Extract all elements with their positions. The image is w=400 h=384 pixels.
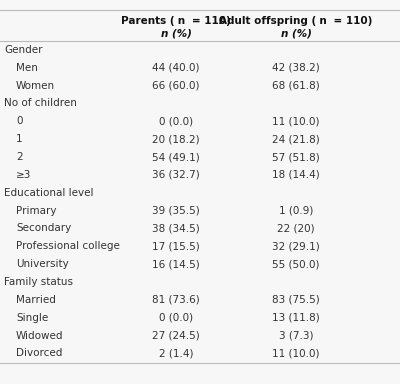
- Text: Family status: Family status: [4, 277, 73, 287]
- Text: 17 (15.5): 17 (15.5): [152, 241, 200, 252]
- Text: 39 (35.5): 39 (35.5): [152, 205, 200, 216]
- Text: Adult offspring (  n   = 110): Adult offspring ( n = 110): [219, 16, 373, 26]
- Text: 16 (14.5): 16 (14.5): [152, 259, 200, 269]
- Text: 13 (11.8): 13 (11.8): [272, 313, 320, 323]
- Text: Educational level: Educational level: [4, 188, 94, 198]
- Text: 55 (50.0): 55 (50.0): [272, 259, 320, 269]
- Text: No of children: No of children: [4, 98, 77, 109]
- Text: 44 (40.0): 44 (40.0): [152, 63, 200, 73]
- Text: 54 (49.1): 54 (49.1): [152, 152, 200, 162]
- Text: Professional college: Professional college: [16, 241, 120, 252]
- Text: 36 (32.7): 36 (32.7): [152, 170, 200, 180]
- Text: 68 (61.8): 68 (61.8): [272, 81, 320, 91]
- Text: 2: 2: [16, 152, 23, 162]
- Text: n (%): n (%): [160, 29, 192, 39]
- Text: Single: Single: [16, 313, 48, 323]
- Text: 22 (20): 22 (20): [277, 223, 315, 233]
- Text: 0 (0.0): 0 (0.0): [159, 313, 193, 323]
- Text: 11 (10.0): 11 (10.0): [272, 116, 320, 126]
- Text: 0 (0.0): 0 (0.0): [159, 116, 193, 126]
- Text: 18 (14.4): 18 (14.4): [272, 170, 320, 180]
- Text: University: University: [16, 259, 69, 269]
- Text: 2 (1.4): 2 (1.4): [159, 348, 193, 359]
- Text: Secondary: Secondary: [16, 223, 71, 233]
- Text: Primary: Primary: [16, 205, 56, 216]
- Text: Women: Women: [16, 81, 55, 91]
- Text: ≥3: ≥3: [16, 170, 31, 180]
- Text: 66 (60.0): 66 (60.0): [152, 81, 200, 91]
- Text: 81 (73.6): 81 (73.6): [152, 295, 200, 305]
- Text: 57 (51.8): 57 (51.8): [272, 152, 320, 162]
- Text: 1: 1: [16, 134, 23, 144]
- Text: 0: 0: [16, 116, 22, 126]
- Text: 27 (24.5): 27 (24.5): [152, 331, 200, 341]
- Text: 32 (29.1): 32 (29.1): [272, 241, 320, 252]
- Text: Men: Men: [16, 63, 38, 73]
- Text: Divorced: Divorced: [16, 348, 62, 359]
- Text: Married: Married: [16, 295, 56, 305]
- Text: 38 (34.5): 38 (34.5): [152, 223, 200, 233]
- Text: Gender: Gender: [4, 45, 42, 55]
- Text: 42 (38.2): 42 (38.2): [272, 63, 320, 73]
- Text: Widowed: Widowed: [16, 331, 64, 341]
- Text: 11 (10.0): 11 (10.0): [272, 348, 320, 359]
- Text: 3 (7.3): 3 (7.3): [279, 331, 313, 341]
- Text: 20 (18.2): 20 (18.2): [152, 134, 200, 144]
- Text: 83 (75.5): 83 (75.5): [272, 295, 320, 305]
- Text: Parents (  n   = 110): Parents ( n = 110): [121, 16, 231, 26]
- Text: n (%): n (%): [280, 29, 312, 39]
- Text: 1 (0.9): 1 (0.9): [279, 205, 313, 216]
- Text: 24 (21.8): 24 (21.8): [272, 134, 320, 144]
